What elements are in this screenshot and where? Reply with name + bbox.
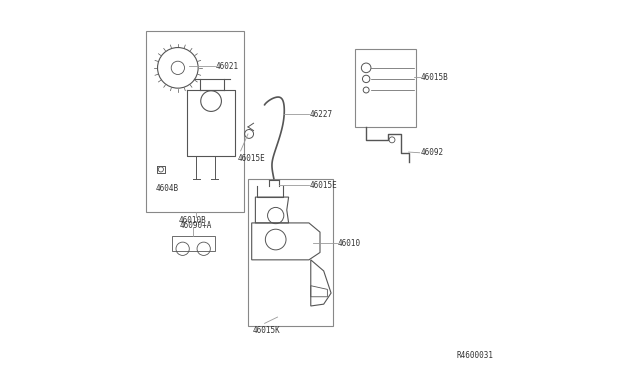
Text: 46015E: 46015E (238, 154, 266, 163)
Text: 4604B: 4604B (156, 184, 179, 193)
Text: 46010B: 46010B (179, 216, 207, 225)
Text: 46010: 46010 (338, 239, 361, 248)
Text: 46227: 46227 (310, 109, 333, 119)
Text: 46015B: 46015B (420, 73, 448, 81)
Text: 46015E: 46015E (310, 181, 337, 190)
Text: 46015K: 46015K (253, 326, 280, 334)
Text: R4600031: R4600031 (456, 350, 493, 359)
Text: 46090+A: 46090+A (179, 221, 212, 230)
Text: 46092: 46092 (420, 148, 444, 157)
Text: 46021: 46021 (216, 61, 239, 71)
